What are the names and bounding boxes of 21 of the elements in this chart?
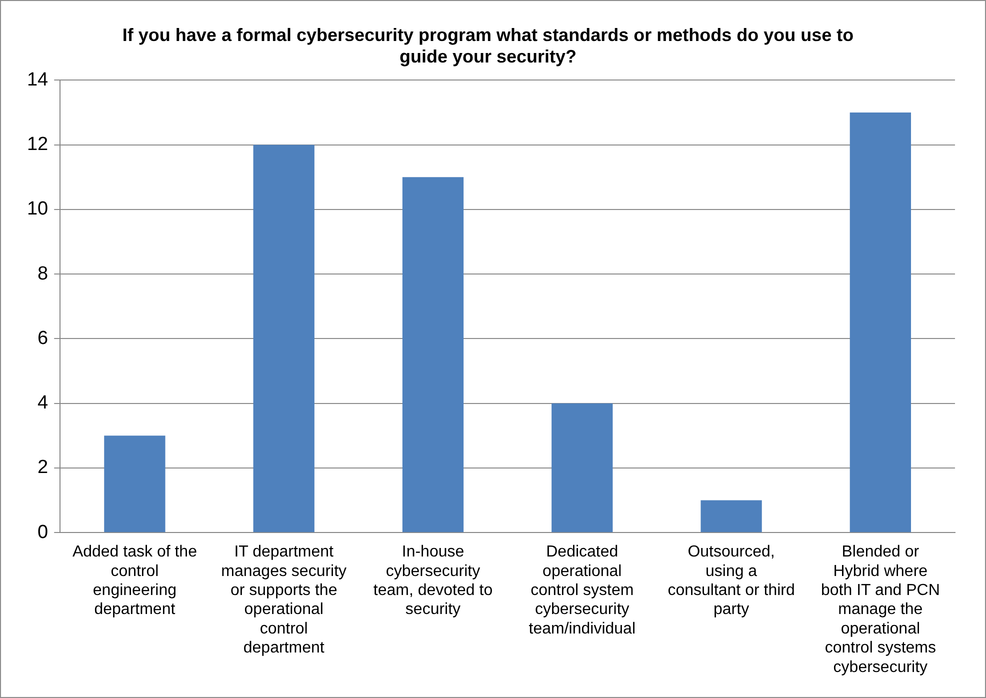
y-tick-label: 4: [38, 392, 49, 414]
x-tick-label: IT department manages security or supports the operational control department: [221, 544, 347, 657]
x-tick-label: Added task of the control engineering department: [72, 544, 198, 618]
bar: [552, 403, 613, 532]
x-tick-label: Dedicated operational control system cybersecurity team/individual: [528, 544, 636, 638]
x-tick-label: Outsourced, using a consultant or third party: [668, 544, 795, 618]
y-tick-label: 12: [26, 134, 48, 156]
bar: [402, 177, 464, 532]
bar: [253, 144, 314, 532]
y-tick-label: 6: [38, 328, 48, 349]
y-tick-label: 10: [26, 198, 48, 220]
bar: [850, 112, 912, 532]
x-tick-label: Blended or Hybrid where both IT and PCN manage the operational control systems cybersecurity: [820, 544, 940, 676]
bar: [104, 436, 166, 532]
chart-title: If you have a formal cybersecurity program what standards or methods do you use to guide your security?: [122, 24, 854, 66]
bar: [700, 500, 762, 532]
y-tick-label: 2: [38, 457, 48, 478]
x-tick-label: In-house cybersecurity team, devoted to security: [373, 544, 493, 618]
y-tick-label: 8: [38, 263, 48, 284]
y-tick-label: 0: [38, 522, 48, 543]
y-tick-label: 14: [26, 69, 49, 90]
